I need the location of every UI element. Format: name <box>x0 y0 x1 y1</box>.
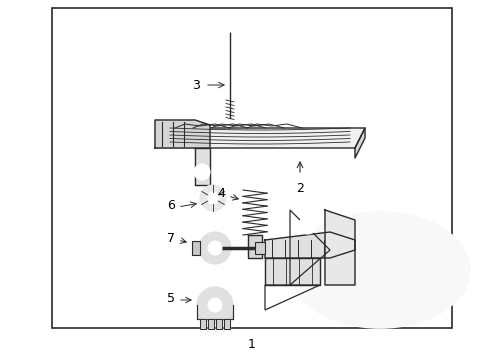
Bar <box>192 241 200 255</box>
Text: 1: 1 <box>247 338 255 351</box>
Polygon shape <box>207 319 214 329</box>
Text: 7: 7 <box>167 231 175 244</box>
Circle shape <box>197 287 232 323</box>
Polygon shape <box>155 128 364 148</box>
Circle shape <box>194 164 209 180</box>
Polygon shape <box>200 319 205 329</box>
Text: 6: 6 <box>167 198 175 212</box>
Circle shape <box>207 298 222 312</box>
Polygon shape <box>224 319 229 329</box>
Bar <box>254 242 264 254</box>
Polygon shape <box>354 128 364 158</box>
Polygon shape <box>216 319 222 329</box>
Polygon shape <box>195 148 209 185</box>
Text: 4: 4 <box>217 186 224 199</box>
Circle shape <box>207 241 222 255</box>
Polygon shape <box>325 210 354 285</box>
Polygon shape <box>247 235 262 258</box>
Circle shape <box>206 192 219 204</box>
Circle shape <box>298 216 316 234</box>
Polygon shape <box>264 232 354 258</box>
Ellipse shape <box>289 212 469 328</box>
Text: 3: 3 <box>192 78 200 91</box>
Text: 2: 2 <box>295 182 304 195</box>
Circle shape <box>223 18 237 32</box>
Bar <box>52 8 451 328</box>
Polygon shape <box>197 305 232 319</box>
Text: 5: 5 <box>167 292 175 305</box>
Circle shape <box>199 232 230 264</box>
Polygon shape <box>155 120 209 148</box>
Polygon shape <box>264 258 319 285</box>
Circle shape <box>200 185 225 211</box>
